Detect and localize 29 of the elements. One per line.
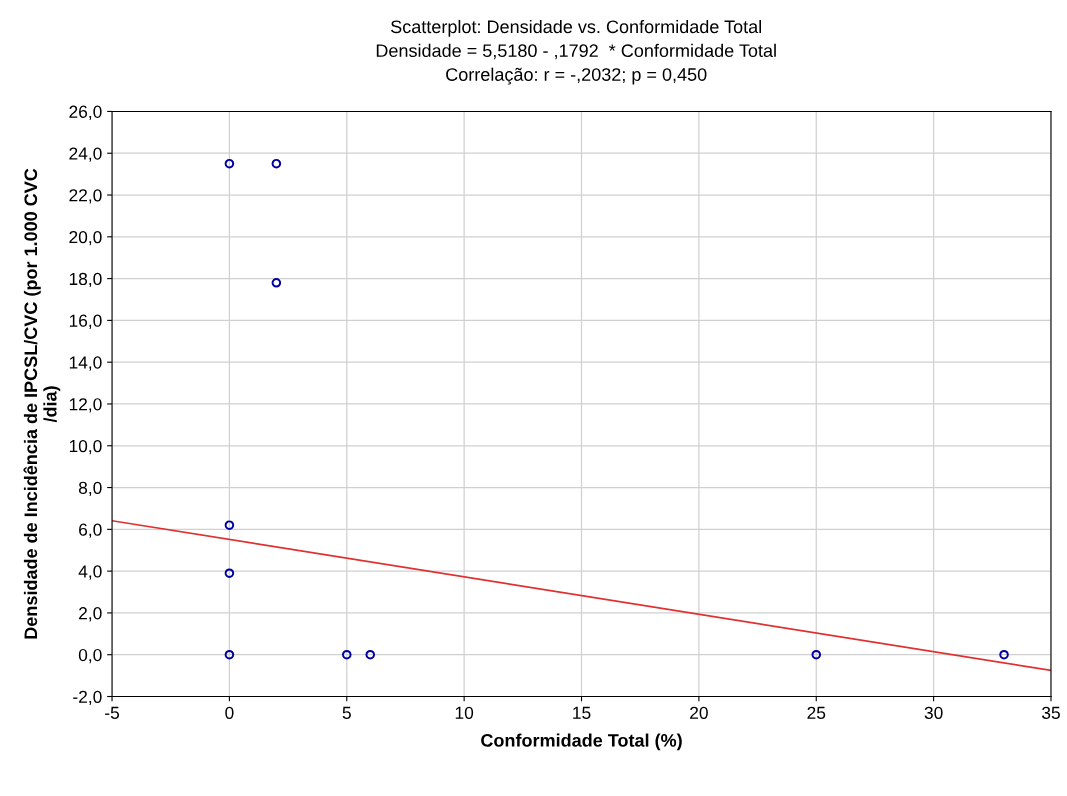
x-tick-label: 10 bbox=[455, 706, 474, 719]
y-tick-label: 12,0 bbox=[69, 398, 102, 413]
y-tick-label: 24,0 bbox=[69, 147, 102, 162]
y-tick-label: 14,0 bbox=[69, 356, 102, 371]
x-tick-label: 35 bbox=[1042, 706, 1060, 719]
y-tick-label: -2,0 bbox=[73, 690, 102, 706]
y-axis-title: Densidade de Incidência de IPCSL/CVC (por 1.000 CVC /dia) bbox=[23, 168, 61, 639]
y-tick-label: 16,0 bbox=[69, 314, 102, 329]
x-tick-label: 20 bbox=[690, 706, 708, 719]
x-tick-label: 15 bbox=[573, 706, 591, 719]
y-tick-label: 22,0 bbox=[69, 189, 102, 204]
x-tick-label: 30 bbox=[924, 706, 943, 719]
y-tick-label: 8,0 bbox=[78, 481, 102, 497]
y-tick-label: 26,0 bbox=[69, 105, 102, 120]
y-tick-label: 6,0 bbox=[79, 523, 102, 538]
y-tick-label: 2,0 bbox=[79, 607, 102, 622]
chart-subtitle: Densidade = 5,5180 - ,1792 * Conformidade Total bbox=[376, 43, 776, 60]
x-axis-title: Conformidade Total (%) bbox=[481, 733, 682, 751]
text: Correlação: r = -,2032; p = 0,450 bbox=[446, 67, 707, 85]
x-tick-label: 0 bbox=[225, 706, 234, 719]
y-tick-label: 10,0 bbox=[69, 439, 102, 455]
x-tick-label: 5 bbox=[342, 706, 351, 719]
y-tick-label: 4,0 bbox=[78, 565, 102, 580]
y-tick-label: 0,0 bbox=[78, 648, 102, 664]
chart-title: Scatterplot: Densidade vs. Conformidade Total bbox=[391, 19, 761, 37]
y-tick-label: 18,0 bbox=[69, 272, 102, 288]
x-tick-label: -5 bbox=[105, 706, 120, 719]
y-tick-label: 20,0 bbox=[69, 230, 102, 246]
x-tick-label: 25 bbox=[807, 706, 826, 719]
